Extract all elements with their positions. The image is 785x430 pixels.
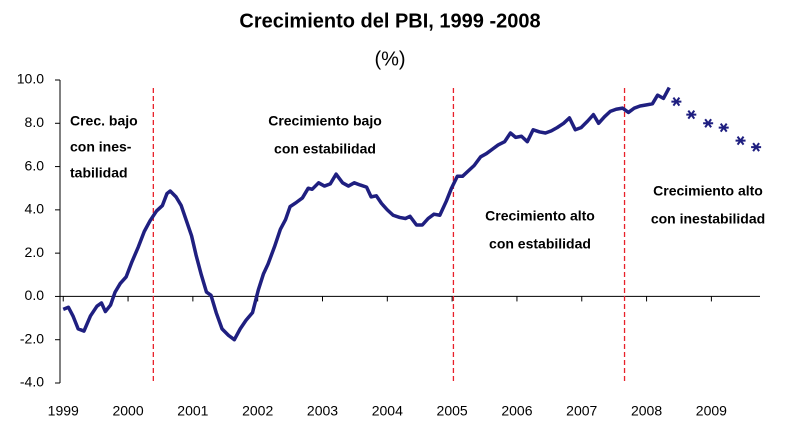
forecast-marker — [735, 136, 746, 146]
y-tick-label: 8.0 — [25, 114, 45, 130]
y-tick-label: -2.0 — [20, 330, 44, 346]
x-tick-label: 2003 — [307, 403, 338, 419]
x-tick-label: 2008 — [631, 403, 662, 419]
forecast-marker — [751, 142, 762, 152]
x-tick-label: 2005 — [437, 403, 468, 419]
annotation: Crecimiento alto — [485, 208, 595, 224]
series-line — [62, 86, 671, 342]
x-tick-label: 2007 — [566, 403, 597, 419]
y-tick-label: 10.0 — [17, 71, 44, 87]
annotation: Crec. bajo — [70, 113, 138, 129]
annotation: Crecimiento alto — [653, 183, 763, 199]
chart-subtitle: (%) — [374, 48, 405, 70]
annotation: Crecimiento bajo — [268, 113, 382, 129]
y-tick-label: 0.0 — [25, 287, 45, 303]
forecast-marker — [718, 123, 729, 133]
annotation: con estabilidad — [274, 141, 376, 157]
x-tick-label: 2000 — [112, 403, 143, 419]
x-tick-label: 2001 — [177, 403, 208, 419]
forecast-marker — [703, 118, 714, 128]
annotation: con inestabilidad — [651, 211, 765, 227]
y-tick-label: 2.0 — [25, 244, 45, 260]
forecast-marker — [686, 110, 697, 120]
x-tick-label: 2002 — [242, 403, 273, 419]
y-tick-label: 4.0 — [25, 201, 45, 217]
y-tick-label: 6.0 — [25, 157, 45, 173]
x-tick-label: 2006 — [501, 403, 532, 419]
annotation: con estabilidad — [489, 236, 591, 252]
chart-title: Crecimiento del PBI, 1999 -2008 — [239, 10, 540, 32]
forecast-marker — [671, 97, 682, 107]
y-tick-label: -4.0 — [20, 374, 44, 390]
annotation: con ines- — [70, 139, 132, 155]
x-tick-label: 1999 — [48, 403, 79, 419]
x-tick-label: 2004 — [372, 403, 403, 419]
x-tick-label: 2009 — [696, 403, 727, 419]
annotation: tabilidad — [70, 165, 128, 181]
